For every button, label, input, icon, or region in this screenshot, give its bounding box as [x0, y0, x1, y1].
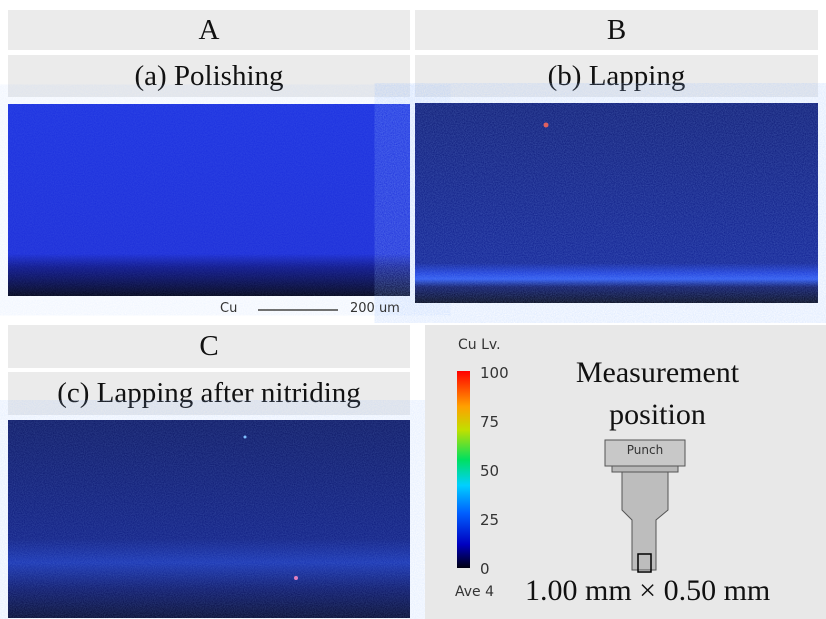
scale-length: 200 um [350, 301, 400, 316]
color-tick: 0 [480, 560, 490, 578]
part-label: Punch [605, 443, 685, 457]
color-tick: 100 [480, 364, 509, 382]
map-images [0, 0, 826, 619]
color-tick: 50 [480, 462, 499, 480]
color-tick: 75 [480, 413, 499, 431]
figure: A (a) Polishing B (b) Lapping C (c) Lapp… [0, 0, 826, 619]
color-scale-title: Cu Lv. [458, 337, 501, 353]
color-scale-footer: Ave 4 [455, 584, 494, 600]
measurement-title: Measurement position [545, 352, 770, 436]
measurement-size: 1.00 mm × 0.50 mm [525, 574, 770, 608]
color-tick: 25 [480, 511, 499, 529]
scale-element: Cu [220, 301, 237, 316]
